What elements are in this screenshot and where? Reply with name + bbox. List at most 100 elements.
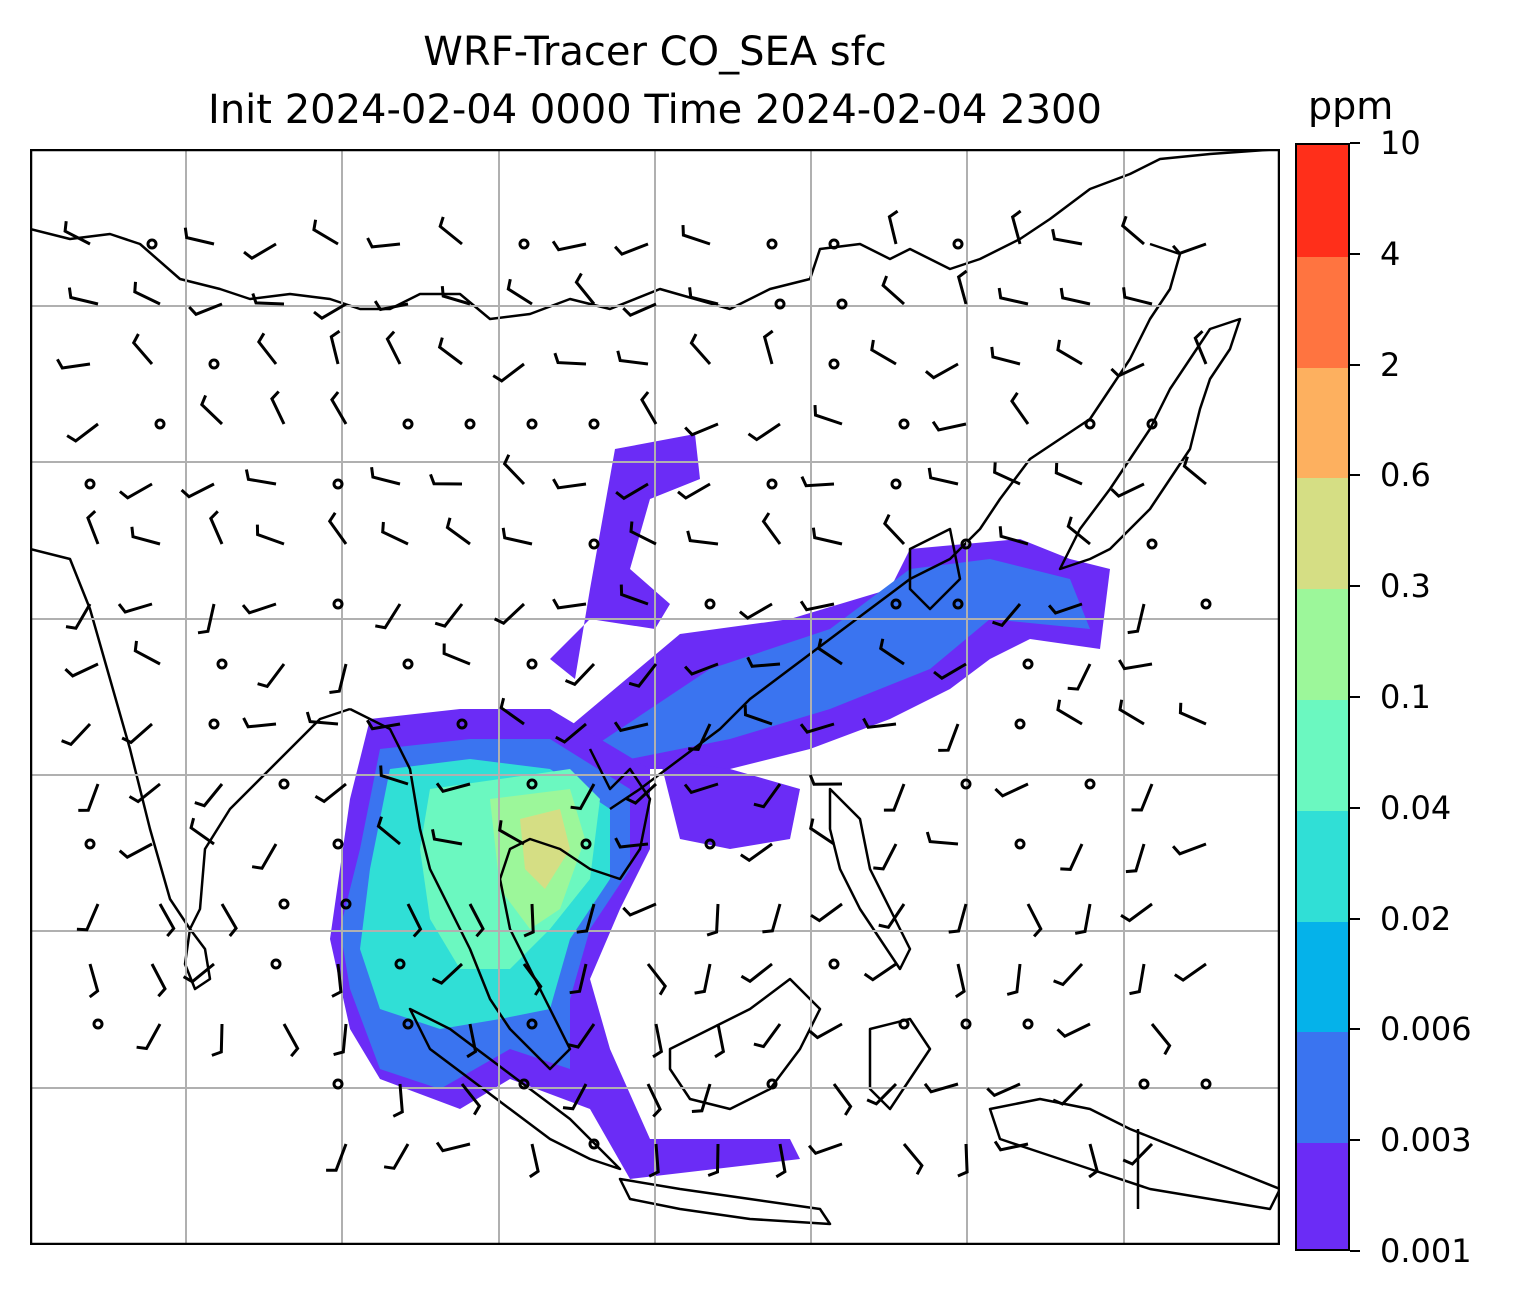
calm-wind-marker [84,478,96,490]
wind-barb [992,603,1022,628]
colorbar-segment [1297,1031,1348,1144]
wind-barb [1193,330,1208,365]
wind-barb [1051,228,1083,246]
wind-barb [460,1083,482,1116]
wind-barb [243,242,277,261]
plume-hotspot-2 [520,809,570,889]
wind-barb [1118,659,1153,671]
wind-barb [312,219,339,246]
wind-barb [128,782,161,804]
wind-barb [753,1023,782,1049]
wind-barb [1026,903,1043,938]
calm-wind-marker [588,1138,600,1150]
wind-barb [1122,1142,1154,1166]
calm-wind-marker [1022,658,1034,670]
colorbar-tick [1350,252,1360,255]
wind-barb [251,293,285,306]
wind-barb [1178,702,1207,726]
calm-wind-marker [216,658,228,670]
wind-barb [576,903,596,934]
calm-wind-marker [146,238,158,250]
wind-barb [862,717,897,729]
coast-china-east [609,242,1182,811]
wind-barb [810,902,843,923]
wind-barb [1110,362,1145,378]
wind-barb [136,1023,162,1051]
wind-barb [986,1082,1021,1098]
colorbar-tick-label: 0.3 [1380,567,1431,606]
calm-wind-marker [766,478,778,490]
wind-barb [1150,1023,1172,1056]
wind-barb [522,963,543,996]
calm-wind-marker [828,358,840,370]
wind-barb [1060,843,1084,871]
calm-wind-marker [960,778,972,790]
calm-wind-marker [1014,838,1026,850]
colorbar [1295,143,1350,1251]
wind-barb [809,818,835,846]
wind-barb [429,473,463,486]
calm-wind-marker [704,838,716,850]
wind-barb [150,963,167,998]
wind-barb [86,510,100,545]
calm-wind-marker [828,238,840,250]
colorbar-unit: ppm [1308,84,1394,128]
wind-barb [879,638,905,666]
wind-barb [381,521,409,546]
wind-barb [552,598,587,610]
wind-barb [366,237,401,249]
wind-barb [370,467,401,486]
wind-barb [313,302,347,321]
wind-barb [738,602,773,620]
wind-barb [948,903,968,934]
wind-barb [1131,783,1154,812]
colorbar-segment [1297,588,1348,700]
wind-barb [1056,339,1083,366]
calm-wind-marker [952,238,964,250]
wind-barb [553,352,587,366]
wind-barb [811,527,843,546]
wind-barb [924,362,959,380]
calm-wind-marker [278,898,290,910]
wind-barb [622,302,657,317]
wind-barb [1171,242,1207,256]
wind-barb [330,391,348,425]
wind-barb [613,721,649,733]
wind-barb [646,1083,662,1118]
wind-barb [648,1143,660,1178]
wind-barb [200,394,224,426]
wind-barb [870,339,897,366]
colorbar-segment [1297,920,1348,1033]
wind-barb [616,350,649,366]
wind-barb [1056,699,1083,726]
wind-barb [438,216,463,246]
coast-japan [1058,317,1242,571]
calm-wind-marker [464,418,476,430]
calm-wind-marker [766,238,778,250]
wind-barb [270,390,286,425]
calm-wind-marker [518,238,530,250]
wind-barb [808,1022,843,1040]
wind-barb [707,1143,720,1177]
wind-barb [431,962,464,985]
calm-wind-marker [580,838,592,850]
wind-barb [117,602,153,614]
wind-barb [366,719,401,731]
wind-barb [883,783,906,812]
wind-barb [197,603,216,635]
wind-barb [640,391,658,425]
wind-barb [925,831,959,846]
wind-barb [1074,903,1092,935]
wind-barb [1054,462,1083,486]
wind-barb [502,454,526,486]
wind-barb [753,783,782,809]
wind-barb [189,817,215,846]
wind-barb [257,663,286,689]
wind-barb [923,1082,959,1094]
wind-barb [78,783,100,812]
wind-barb [762,329,774,365]
wind-barb [938,723,960,752]
wind-barb [863,962,897,982]
coast-java [618,1177,832,1226]
wind-barb [1120,902,1153,923]
